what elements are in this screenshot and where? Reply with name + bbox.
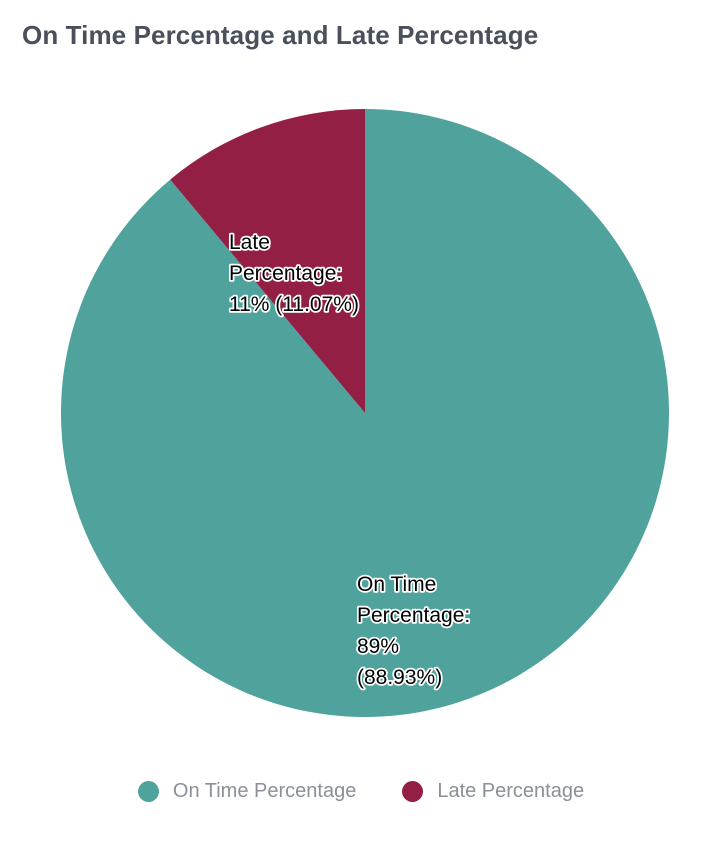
slice-label-late-percentage: Late Percentage: 11% (11.07%) [229,231,359,316]
chart-title: On Time Percentage and Late Percentage [22,20,539,50]
legend-item-on-time-percentage[interactable]: On Time Percentage [137,780,357,803]
pie-slice-on-time-percentage[interactable] [60,109,669,717]
legend: On Time Percentage Late Percentage [0,780,722,803]
pie-slice-late-percentage[interactable] [170,108,365,413]
legend-item-late-percentage[interactable]: Late Percentage [402,780,584,803]
legend-label: Late Percentage [437,780,585,802]
legend-label: On Time Percentage [172,780,357,802]
legend-swatch [137,781,159,802]
slice-label-on-time-percentage: On Time Percentage: 89% (88.93%) [357,573,470,689]
pie-chart: On Time Percentage: 89% (88.93%) Late Percent… [60,108,669,717]
legend-swatch [402,781,424,802]
